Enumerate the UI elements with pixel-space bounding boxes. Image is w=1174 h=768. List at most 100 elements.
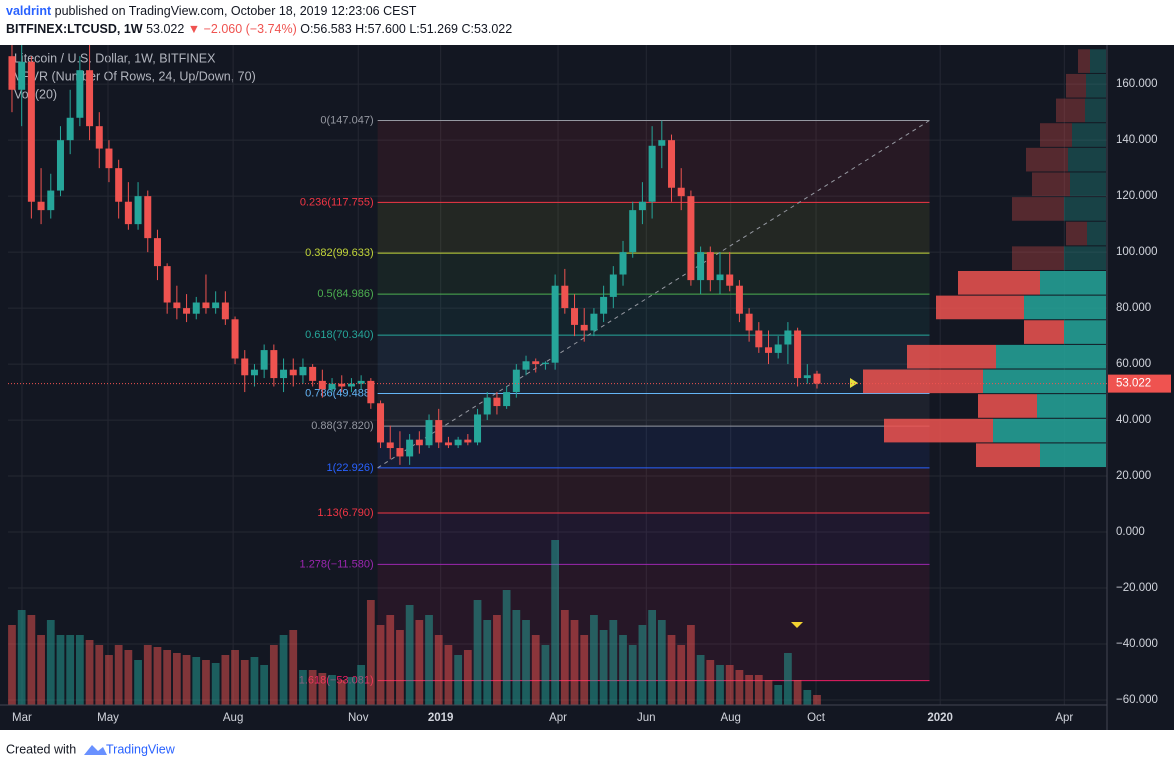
author[interactable]: valdrint: [6, 4, 52, 18]
candle-body: [464, 439, 472, 443]
fib-band: [377, 294, 930, 336]
volume-bar: [260, 665, 269, 705]
candle-body: [357, 380, 365, 384]
candle-body: [299, 366, 307, 376]
fib-label: 0(147.047): [320, 114, 373, 126]
volume-bar: [706, 660, 715, 705]
candle-body: [280, 369, 288, 379]
fib-label: 0.382(99.633): [305, 247, 374, 259]
volume-bar: [580, 635, 589, 705]
vpvr-down: [884, 418, 993, 443]
volume-bar: [289, 630, 298, 705]
vpvr-down: [936, 295, 1024, 320]
volume-bar: [590, 615, 598, 705]
volume-bar: [764, 680, 773, 705]
candle-body: [474, 414, 482, 443]
candle-body: [415, 439, 423, 446]
candle-body: [541, 362, 549, 365]
candle-body: [638, 201, 646, 211]
price: 53.022: [146, 22, 184, 36]
x-tick-label: Aug: [223, 712, 243, 724]
vpvr-up: [1040, 270, 1106, 295]
legend-instrument: Litecoin / U.S. Dollar, 1W, BITFINEX: [14, 51, 216, 65]
candle-body: [144, 196, 152, 239]
volume-bar: [124, 650, 133, 705]
candle-body: [18, 61, 26, 90]
candle-body: [425, 420, 433, 446]
volume-bar: [570, 620, 579, 705]
volume-bar: [415, 620, 424, 705]
vpvr-down: [1066, 73, 1086, 98]
volume-bar: [105, 655, 113, 705]
candle-body: [580, 324, 588, 331]
volume-bar: [648, 610, 656, 705]
candle-body: [619, 252, 627, 275]
y-tick-label: 160.000: [1116, 78, 1158, 90]
candle-body: [386, 442, 394, 449]
volume-bar: [221, 655, 230, 705]
candle-body: [794, 330, 802, 379]
candle-body: [86, 70, 94, 127]
vpvr-up: [1072, 123, 1106, 147]
candle-body: [765, 347, 773, 353]
volume-bar: [667, 635, 676, 705]
volume-bar: [512, 610, 521, 705]
y-tick-label: 140.000: [1116, 134, 1158, 146]
footer-brand[interactable]: TradingView: [106, 742, 176, 756]
volume-bar: [27, 615, 36, 705]
volume-bar: [725, 665, 734, 705]
candle-body: [600, 296, 608, 314]
candle-body: [522, 361, 530, 370]
volume-bar: [279, 635, 288, 705]
vpvr-down: [976, 443, 1040, 468]
candle-body: [512, 369, 520, 393]
volume-bar: [386, 615, 395, 705]
volume-bar: [560, 610, 569, 705]
candle-body: [338, 383, 346, 387]
vpvr-down: [1078, 49, 1090, 73]
y-tick-label: 80.000: [1116, 302, 1151, 314]
vpvr-up: [1087, 221, 1106, 246]
volume-bar: [376, 625, 385, 705]
volume-bar: [774, 685, 783, 705]
vpvr-down: [1032, 172, 1070, 197]
candle-body: [716, 274, 724, 281]
candle-body: [551, 285, 559, 363]
volume-bar: [522, 620, 530, 705]
volume-bar: [211, 663, 220, 705]
vpvr-up: [1064, 246, 1106, 270]
candle-body: [76, 70, 84, 118]
candle-body: [250, 369, 258, 376]
volume-bar: [17, 610, 26, 705]
candle-body: [192, 302, 200, 314]
volume-bar: [134, 660, 142, 705]
volume-bar: [8, 625, 16, 705]
volume-bar: [638, 625, 647, 705]
volume-bar: [192, 657, 201, 705]
candle-body: [47, 190, 55, 211]
x-tick-label: 2020: [927, 712, 953, 724]
change: ▼ −2.060 (−3.74%): [188, 22, 297, 36]
fib-label: 0.236(117.755): [300, 196, 374, 208]
volume-bar: [366, 600, 375, 705]
volume-bar: [46, 620, 55, 705]
x-tick-label: Aug: [720, 712, 740, 724]
candle-body: [134, 196, 142, 225]
volume-bar: [405, 605, 414, 705]
vpvr-up: [993, 418, 1106, 443]
candle-body: [745, 313, 753, 331]
published: published on TradingView.com, October 18…: [55, 4, 417, 18]
volume-bar: [299, 670, 307, 705]
legend-vpvr: VPVR (Number Of Rows, 24, Up/Down, 70): [14, 69, 256, 83]
volume-bar: [425, 615, 433, 705]
volume-bar: [493, 615, 501, 705]
x-tick-label: Jun: [637, 712, 656, 724]
candle-body: [115, 168, 123, 202]
candle-body: [706, 252, 714, 281]
candle-body: [803, 375, 811, 379]
x-tick-label: May: [97, 712, 119, 724]
volume-bar: [114, 645, 123, 705]
vpvr-up: [1090, 49, 1106, 73]
vpvr-up: [1064, 197, 1106, 221]
